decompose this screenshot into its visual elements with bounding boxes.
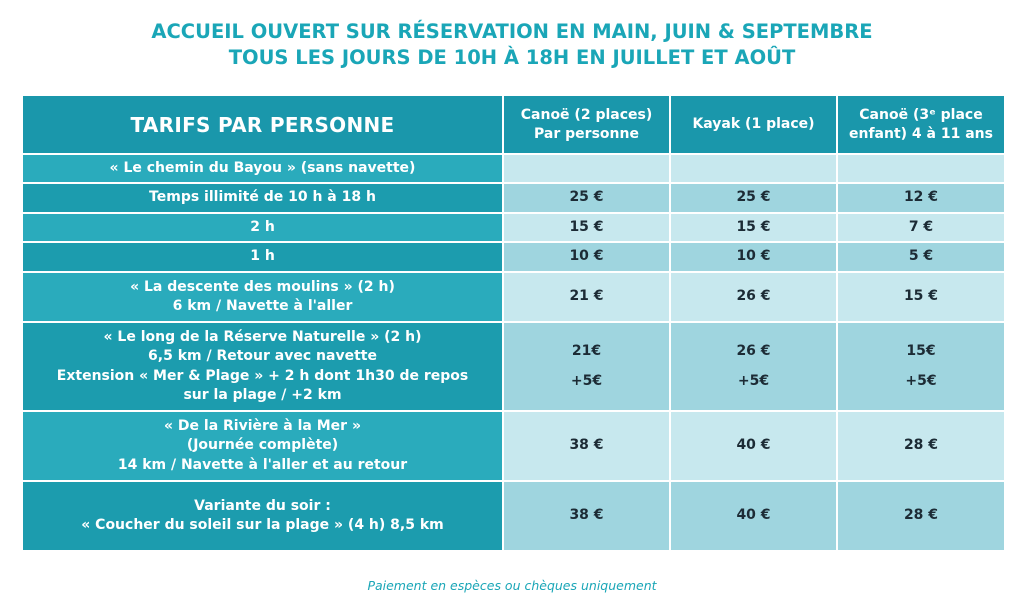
header-banner: ACCUEIL OUVERT SUR RÉSERVATION EN MAIN, … [0, 19, 1024, 71]
price-cell: 15€ +5€ [836, 321, 1006, 412]
column-header-line: Par personne [534, 125, 639, 142]
row-label: « De la Rivière à la Mer » (Journée comp… [21, 410, 504, 482]
price-cell: 12 € [836, 182, 1006, 214]
row-label: « La descente des moulins » (2 h) 6 km /… [21, 271, 504, 323]
row-label-line: « Coucher du soleil sur la plage » (4 h)… [81, 517, 444, 533]
row-label: « Le long de la Réserve Naturelle » (2 h… [21, 321, 504, 412]
row-label-line: « La descente des moulins » (2 h) [130, 278, 395, 295]
price-cell: 26 € +5€ [669, 321, 838, 412]
table-row: Temps illimité de 10 h à 18 h 25 € 25 € … [21, 182, 1006, 214]
price-cell: 21€ +5€ [502, 321, 671, 412]
row-label-line: 6 km / Navette à l'aller [172, 298, 353, 314]
price-cell: 38 € [502, 480, 671, 552]
row-label: 2 h [21, 212, 504, 243]
price-cell: 15 € [502, 212, 671, 243]
price-value: 26 € [736, 343, 771, 359]
price-cell: 15 € [836, 271, 1006, 323]
tarifs-table: TARIFS PAR PERSONNE Canoë (2 places) Par… [21, 94, 1006, 552]
price-cell: 40 € [669, 410, 838, 482]
table-row: « De la Rivière à la Mer » (Journée comp… [21, 410, 1006, 482]
column-header-line: Canoë (2 places) [520, 106, 653, 123]
price-spacer [675, 362, 832, 372]
table-row: 2 h 15 € 15 € 7 € [21, 212, 1006, 243]
row-label-line: « De la Rivière à la Mer » [164, 417, 361, 434]
column-header-line: enfant) 4 à 11 ans [849, 125, 993, 142]
table-title: TARIFS PAR PERSONNE [21, 94, 504, 155]
price-cell: 28 € [836, 480, 1006, 552]
row-label-line: Temps illimité de 10 h à 18 h [149, 189, 376, 206]
price-cell [502, 153, 671, 184]
price-cell: 40 € [669, 480, 838, 552]
price-extension: +5€ [737, 372, 770, 389]
price-cell [836, 153, 1006, 184]
price-cell: 10 € [669, 241, 838, 273]
price-cell [669, 153, 838, 184]
row-label-line: 6,5 km / Retour avec navette [148, 348, 377, 364]
row-label-line: « Le long de la Réserve Naturelle » (2 h… [103, 328, 422, 345]
row-label-line: 1 h [250, 248, 275, 265]
price-spacer [508, 362, 665, 372]
row-label-line: 2 h [250, 218, 275, 235]
price-value: 15€ [906, 343, 936, 359]
row-label-line: « Le chemin du Bayou » (sans navette) [109, 159, 416, 176]
payment-note: Paiement en espèces ou chèques uniquemen… [367, 578, 657, 593]
row-label-line: Variante du soir : [194, 497, 331, 514]
price-spacer [842, 362, 1000, 372]
price-cell: 5 € [836, 241, 1006, 273]
row-label-line: 14 km / Navette à l'aller et au retour [117, 456, 408, 473]
table-row: Variante du soir : « Coucher du soleil s… [21, 480, 1006, 552]
table-row: « Le long de la Réserve Naturelle » (2 h… [21, 321, 1006, 412]
price-extension: +5€ [570, 372, 603, 389]
header-line-2: TOUS LES JOURS DE 10H À 18H EN JUILLET E… [228, 46, 796, 69]
column-header-kayak: Kayak (1 place) [669, 94, 838, 155]
row-label: Temps illimité de 10 h à 18 h [21, 182, 504, 214]
row-label: 1 h [21, 241, 504, 273]
column-header-canoe-3e-place: Canoë (3ᵉ place enfant) 4 à 11 ans [836, 94, 1006, 155]
row-label-line: Extension « Mer & Plage » + 2 h dont 1h3… [56, 367, 469, 384]
price-cell: 25 € [502, 182, 671, 214]
table-row: 1 h 10 € 10 € 5 € [21, 241, 1006, 273]
price-cell: 28 € [836, 410, 1006, 482]
price-cell: 15 € [669, 212, 838, 243]
row-label-line: sur la plage / +2 km [183, 387, 342, 403]
price-cell: 7 € [836, 212, 1006, 243]
column-header-line: Canoë (3ᵉ place [859, 106, 983, 123]
price-value: 21€ [571, 343, 602, 359]
column-header-line: Kayak (1 place) [692, 116, 815, 132]
column-header-canoe-2-places: Canoë (2 places) Par personne [502, 94, 671, 155]
row-label-line: (Journée complète) [186, 437, 339, 454]
price-cell: 25 € [669, 182, 838, 214]
header-line-1: ACCUEIL OUVERT SUR RÉSERVATION EN MAIN, … [151, 20, 873, 43]
price-cell: 26 € [669, 271, 838, 323]
price-extension: +5€ [905, 372, 937, 389]
table-row: « Le chemin du Bayou » (sans navette) [21, 153, 1006, 184]
price-cell: 38 € [502, 410, 671, 482]
row-label: Variante du soir : « Coucher du soleil s… [21, 480, 504, 552]
table-header-row: TARIFS PAR PERSONNE Canoë (2 places) Par… [21, 94, 1006, 155]
row-label: « Le chemin du Bayou » (sans navette) [21, 153, 504, 184]
price-cell: 10 € [502, 241, 671, 273]
price-cell: 21 € [502, 271, 671, 323]
table-row: « La descente des moulins » (2 h) 6 km /… [21, 271, 1006, 323]
